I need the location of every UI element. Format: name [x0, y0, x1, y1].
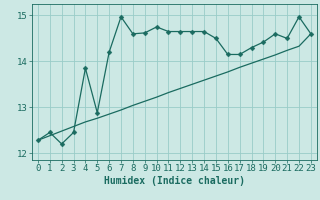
X-axis label: Humidex (Indice chaleur): Humidex (Indice chaleur) [104, 176, 245, 186]
